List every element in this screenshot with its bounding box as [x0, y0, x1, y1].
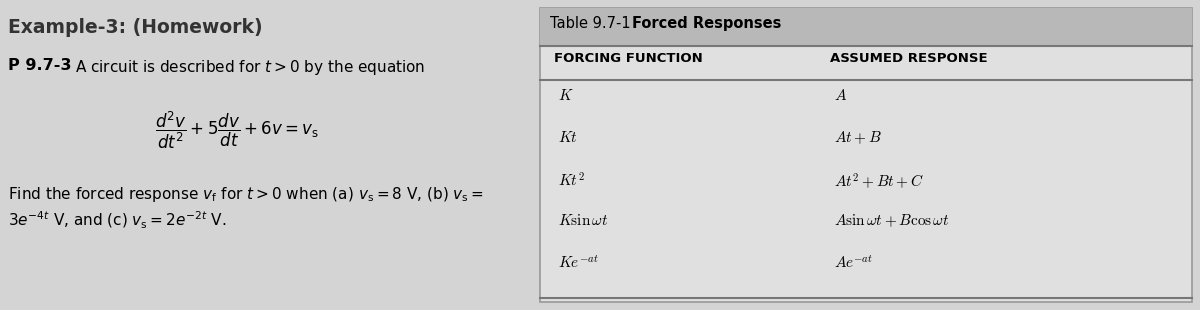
Text: Example-3: (Homework): Example-3: (Homework) [8, 18, 263, 37]
Text: Table 9.7-1: Table 9.7-1 [550, 16, 640, 31]
Text: Find the forced response $v_{\mathrm{f}}$ for $t>0$ when (a) $v_{\mathrm{s}}=8$ : Find the forced response $v_{\mathrm{f}}… [8, 185, 484, 204]
Bar [540, 8, 1192, 302]
Text: Forced Responses: Forced Responses [632, 16, 781, 31]
Text: $\dfrac{d^2v}{dt^2}+5\dfrac{dv}{dt}+6v=v_{\mathrm{s}}$: $\dfrac{d^2v}{dt^2}+5\dfrac{dv}{dt}+6v=v… [155, 110, 319, 151]
Text: $Ke^{-at}$: $Ke^{-at}$ [558, 255, 599, 271]
Text: $At+B$: $At+B$ [834, 130, 882, 146]
Bar [540, 8, 1192, 46]
Text: A circuit is described for $t > 0$ by the equation: A circuit is described for $t > 0$ by th… [74, 58, 425, 77]
Text: $Ae^{-at}$: $Ae^{-at}$ [834, 255, 874, 271]
Text: $A\sin\omega t+B\cos\omega t$: $A\sin\omega t+B\cos\omega t$ [834, 213, 949, 229]
Text: $At^2+Bt+C$: $At^2+Bt+C$ [834, 171, 924, 191]
Text: $Kt$: $Kt$ [558, 130, 578, 144]
Text: $3e^{-4t}$ V, and (c) $v_{\mathrm{s}}=2e^{-2t}$ V.: $3e^{-4t}$ V, and (c) $v_{\mathrm{s}}=2e… [8, 210, 227, 231]
Text: ASSUMED RESPONSE: ASSUMED RESPONSE [830, 52, 988, 65]
Text: FORCING FUNCTION: FORCING FUNCTION [554, 52, 703, 65]
Text: $A$: $A$ [834, 88, 847, 103]
Text: $K\sin\omega t$: $K\sin\omega t$ [558, 213, 608, 228]
Text: P 9.7-3: P 9.7-3 [8, 58, 72, 73]
Text: $Kt^2$: $Kt^2$ [558, 171, 584, 189]
Text: $K$: $K$ [558, 88, 574, 103]
